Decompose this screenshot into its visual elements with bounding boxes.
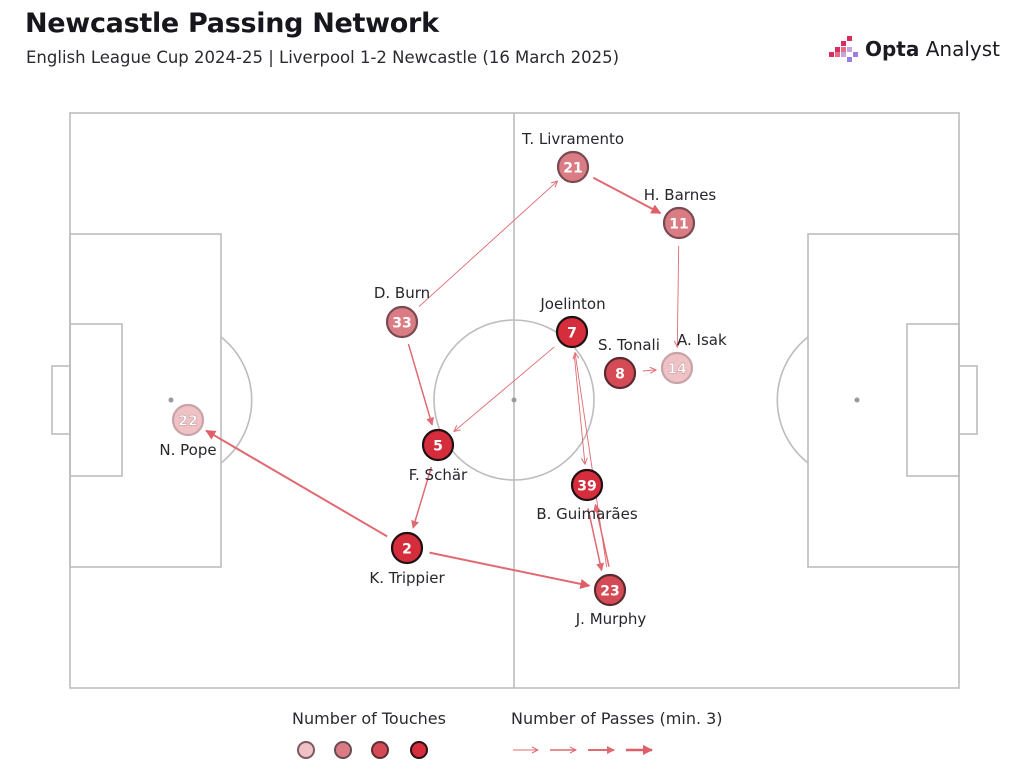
player-circle [555,315,589,349]
player-circle [421,428,455,462]
legend-passes-label: Number of Passes (min. 3) [511,709,723,728]
pass-arrow-murphy-to-guimaraes [592,503,610,567]
player-name: F. Schär [409,466,468,484]
brand-logo: Opta Analyst [828,36,1000,62]
player-node-pope: 22 N. Pope [159,403,217,459]
player-name: K. Trippier [369,569,445,587]
player-circle [660,351,694,385]
player-node-tonali: 8 S. Tonali [598,336,660,390]
pass-arrow-guimaraes-to-murphy [587,508,605,572]
pass-arrow-burn-to-livramento [418,181,557,307]
player-number: 11 [669,217,688,233]
brand-name: Opta Analyst [864,37,1000,61]
pass-arrow-trippier-to-murphy [429,551,591,589]
player-node-burn: 33 D. Burn [374,284,430,339]
player-node-livramento: 21 T. Livramento [521,130,624,184]
page-title: Newcastle Passing Network [25,8,439,39]
player-node-murphy: 23 J. Murphy [575,573,647,628]
opta-bars-icon [828,36,858,62]
legend-touch-3 [371,741,389,759]
player-node-joelinton: 7 Joelinton [539,295,606,349]
player-name: D. Burn [374,284,430,302]
player-node-barnes: 11 H. Barnes [644,186,717,240]
pass-arrow-burn-to-schar [407,343,434,426]
player-number: 8 [615,367,625,383]
player-number: 14 [667,362,687,378]
player-circle [570,468,604,502]
player-circle [390,531,424,565]
player-circle [603,356,637,390]
pass-arrow-schar-to-trippier [411,466,433,529]
player-number: 23 [600,584,619,600]
player-number: 33 [392,316,411,332]
player-name: J. Murphy [575,610,647,628]
player-node-trippier: 2 K. Trippier [369,531,445,587]
player-node-guimaraes: 39 B. Guimarães [536,468,638,523]
player-name: B. Guimarães [536,505,638,523]
pass-arrow-tonali-to-isak [642,370,656,371]
player-number: 21 [563,161,582,177]
legend-touches [297,741,428,759]
player-number: 7 [567,326,577,342]
player-node-schar: 5 F. Schär [409,428,468,484]
player-circle [385,305,419,339]
player-name: N. Pope [159,441,216,459]
legend-touches-label: Number of Touches [292,709,446,728]
pass-arrows [205,176,679,589]
player-name: A. Isak [677,331,727,349]
page-subtitle: English League Cup 2024-25 | Liverpool 1… [26,48,620,67]
legend-touch-1 [297,741,315,759]
player-number: 22 [178,414,197,430]
pass-arrow-joelinton-to-schar [454,346,555,432]
player-name: T. Livramento [521,130,624,148]
player-number: 2 [402,542,412,558]
player-number: 5 [433,439,443,455]
pass-arrow-livramento-to-barnes [592,176,662,215]
pass-arrow-trippier-to-pope [205,429,388,538]
legend-touch-4 [410,741,428,759]
legend-touch-2 [334,741,352,759]
player-name: H. Barnes [644,186,717,204]
player-circle [593,573,627,607]
player-number: 39 [577,479,596,495]
player-nodes: 22 N. Pope 2 K. Trippier 5 F. Schär 33 D. Burn 2… [159,130,727,628]
player-name: S. Tonali [598,336,660,354]
pass-arrow-barnes-to-isak [677,245,678,347]
pitch-lines [51,112,978,689]
pass-arrow-joelinton-to-guimaraes [573,354,585,464]
player-node-isak: 14 A. Isak [660,331,727,385]
player-circle [662,206,696,240]
player-circle [171,403,205,437]
player-circle [556,150,590,184]
player-name: Joelinton [539,295,605,313]
